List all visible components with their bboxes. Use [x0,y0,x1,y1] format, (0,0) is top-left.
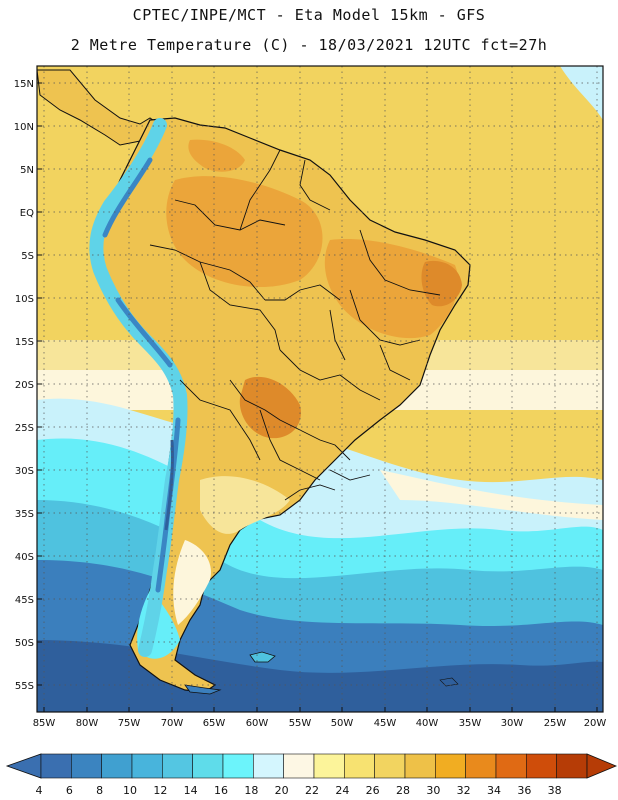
colorbar-swatch [192,753,224,779]
lon-label-35w: 35W [459,718,482,729]
colorbar-label: 18 [244,784,258,797]
colorbar-label: 6 [66,784,73,797]
colorbar-label: 26 [366,784,380,797]
colorbar-label: 20 [275,784,289,797]
colorbar-swatch [71,753,102,779]
lat-label-10n: 10N [14,122,34,133]
colorbar-swatch [556,753,588,779]
lon-label-85w: 85W [33,718,56,729]
colorbar-swatch [313,753,345,779]
lon-label-80w: 80W [76,718,99,729]
colorbar-swatch [526,753,557,779]
lat-label-35s: 35S [15,509,34,520]
colorbar-swatch [465,753,497,779]
map-subtitle: 2 Metre Temperature (C) - 18/03/2021 12U… [70,36,548,54]
colorbar: 4 6 8 10 12 14 16 18 20 22 24 26 28 30 32 34 36 38 [5,753,618,797]
lat-label-40s: 40S [15,552,34,563]
colorbar-swatch [222,753,254,779]
lat-label-5n: 5N [20,165,34,176]
colorbar-swatch [40,753,72,779]
lat-label-25s: 25S [15,423,34,434]
colorbar-label: 24 [335,784,349,797]
lon-label-40w: 40W [416,718,439,729]
colorbar-swatch [162,753,193,779]
colorbar-swatch [253,753,284,779]
colorbar-swatch [495,753,527,779]
lon-label-50w: 50W [331,718,354,729]
lat-label-eq: EQ [20,208,34,219]
colorbar-swatch [374,753,406,779]
colorbar-high-arrow [586,753,618,779]
colorbar-label: 8 [96,784,103,797]
lon-label-70w: 70W [161,718,184,729]
lat-label-50s: 50S [15,638,34,649]
colorbar-label: 12 [153,784,167,797]
map-frame [36,65,604,713]
colorbar-swatch [101,753,133,779]
colorbar-swatch [344,753,375,779]
lon-label-60w: 60W [246,718,269,729]
colorbar-label: 4 [36,784,43,797]
colorbar-label: 10 [123,784,137,797]
colorbar-swatch [435,753,466,779]
lon-label-45w: 45W [374,718,397,729]
lat-label-5s: 5S [21,251,34,262]
lon-label-20w: 20W [584,718,607,729]
country-borders [149,149,441,501]
colorbar-swatch [131,753,163,779]
colorbar-low-arrow [5,753,42,779]
colorbar-label: 38 [548,784,562,797]
colorbar-swatch [283,753,315,779]
lon-label-65w: 65W [203,718,226,729]
lat-label-20s: 20S [15,380,34,391]
colorbar-swatch [404,753,436,779]
lon-label-75w: 75W [118,718,141,729]
lat-label-30s: 30S [15,466,34,477]
colorbar-label: 14 [184,784,198,797]
lon-label-25w: 25W [544,718,567,729]
map-field [37,66,603,712]
lat-label-10s: 10S [15,294,34,305]
lat-label-45s: 45S [15,595,34,606]
colorbar-label: 30 [426,784,440,797]
colorbar-label: 16 [214,784,228,797]
axis-ticks [37,82,598,712]
colorbar-label: 36 [517,784,531,797]
colorbar-label: 32 [457,784,471,797]
graticule [37,66,603,712]
colorbar-label: 28 [396,784,410,797]
map-title: CPTEC/INPE/MCT - Eta Model 15km - GFS [132,6,486,24]
lon-label-55w: 55W [289,718,312,729]
lat-label-15n: 15N [14,79,34,90]
lat-label-15s: 15S [15,337,34,348]
lat-label-55s: 55S [15,681,34,692]
colorbar-label: 22 [305,784,319,797]
lon-label-30w: 30W [501,718,524,729]
colorbar-label: 34 [487,784,501,797]
